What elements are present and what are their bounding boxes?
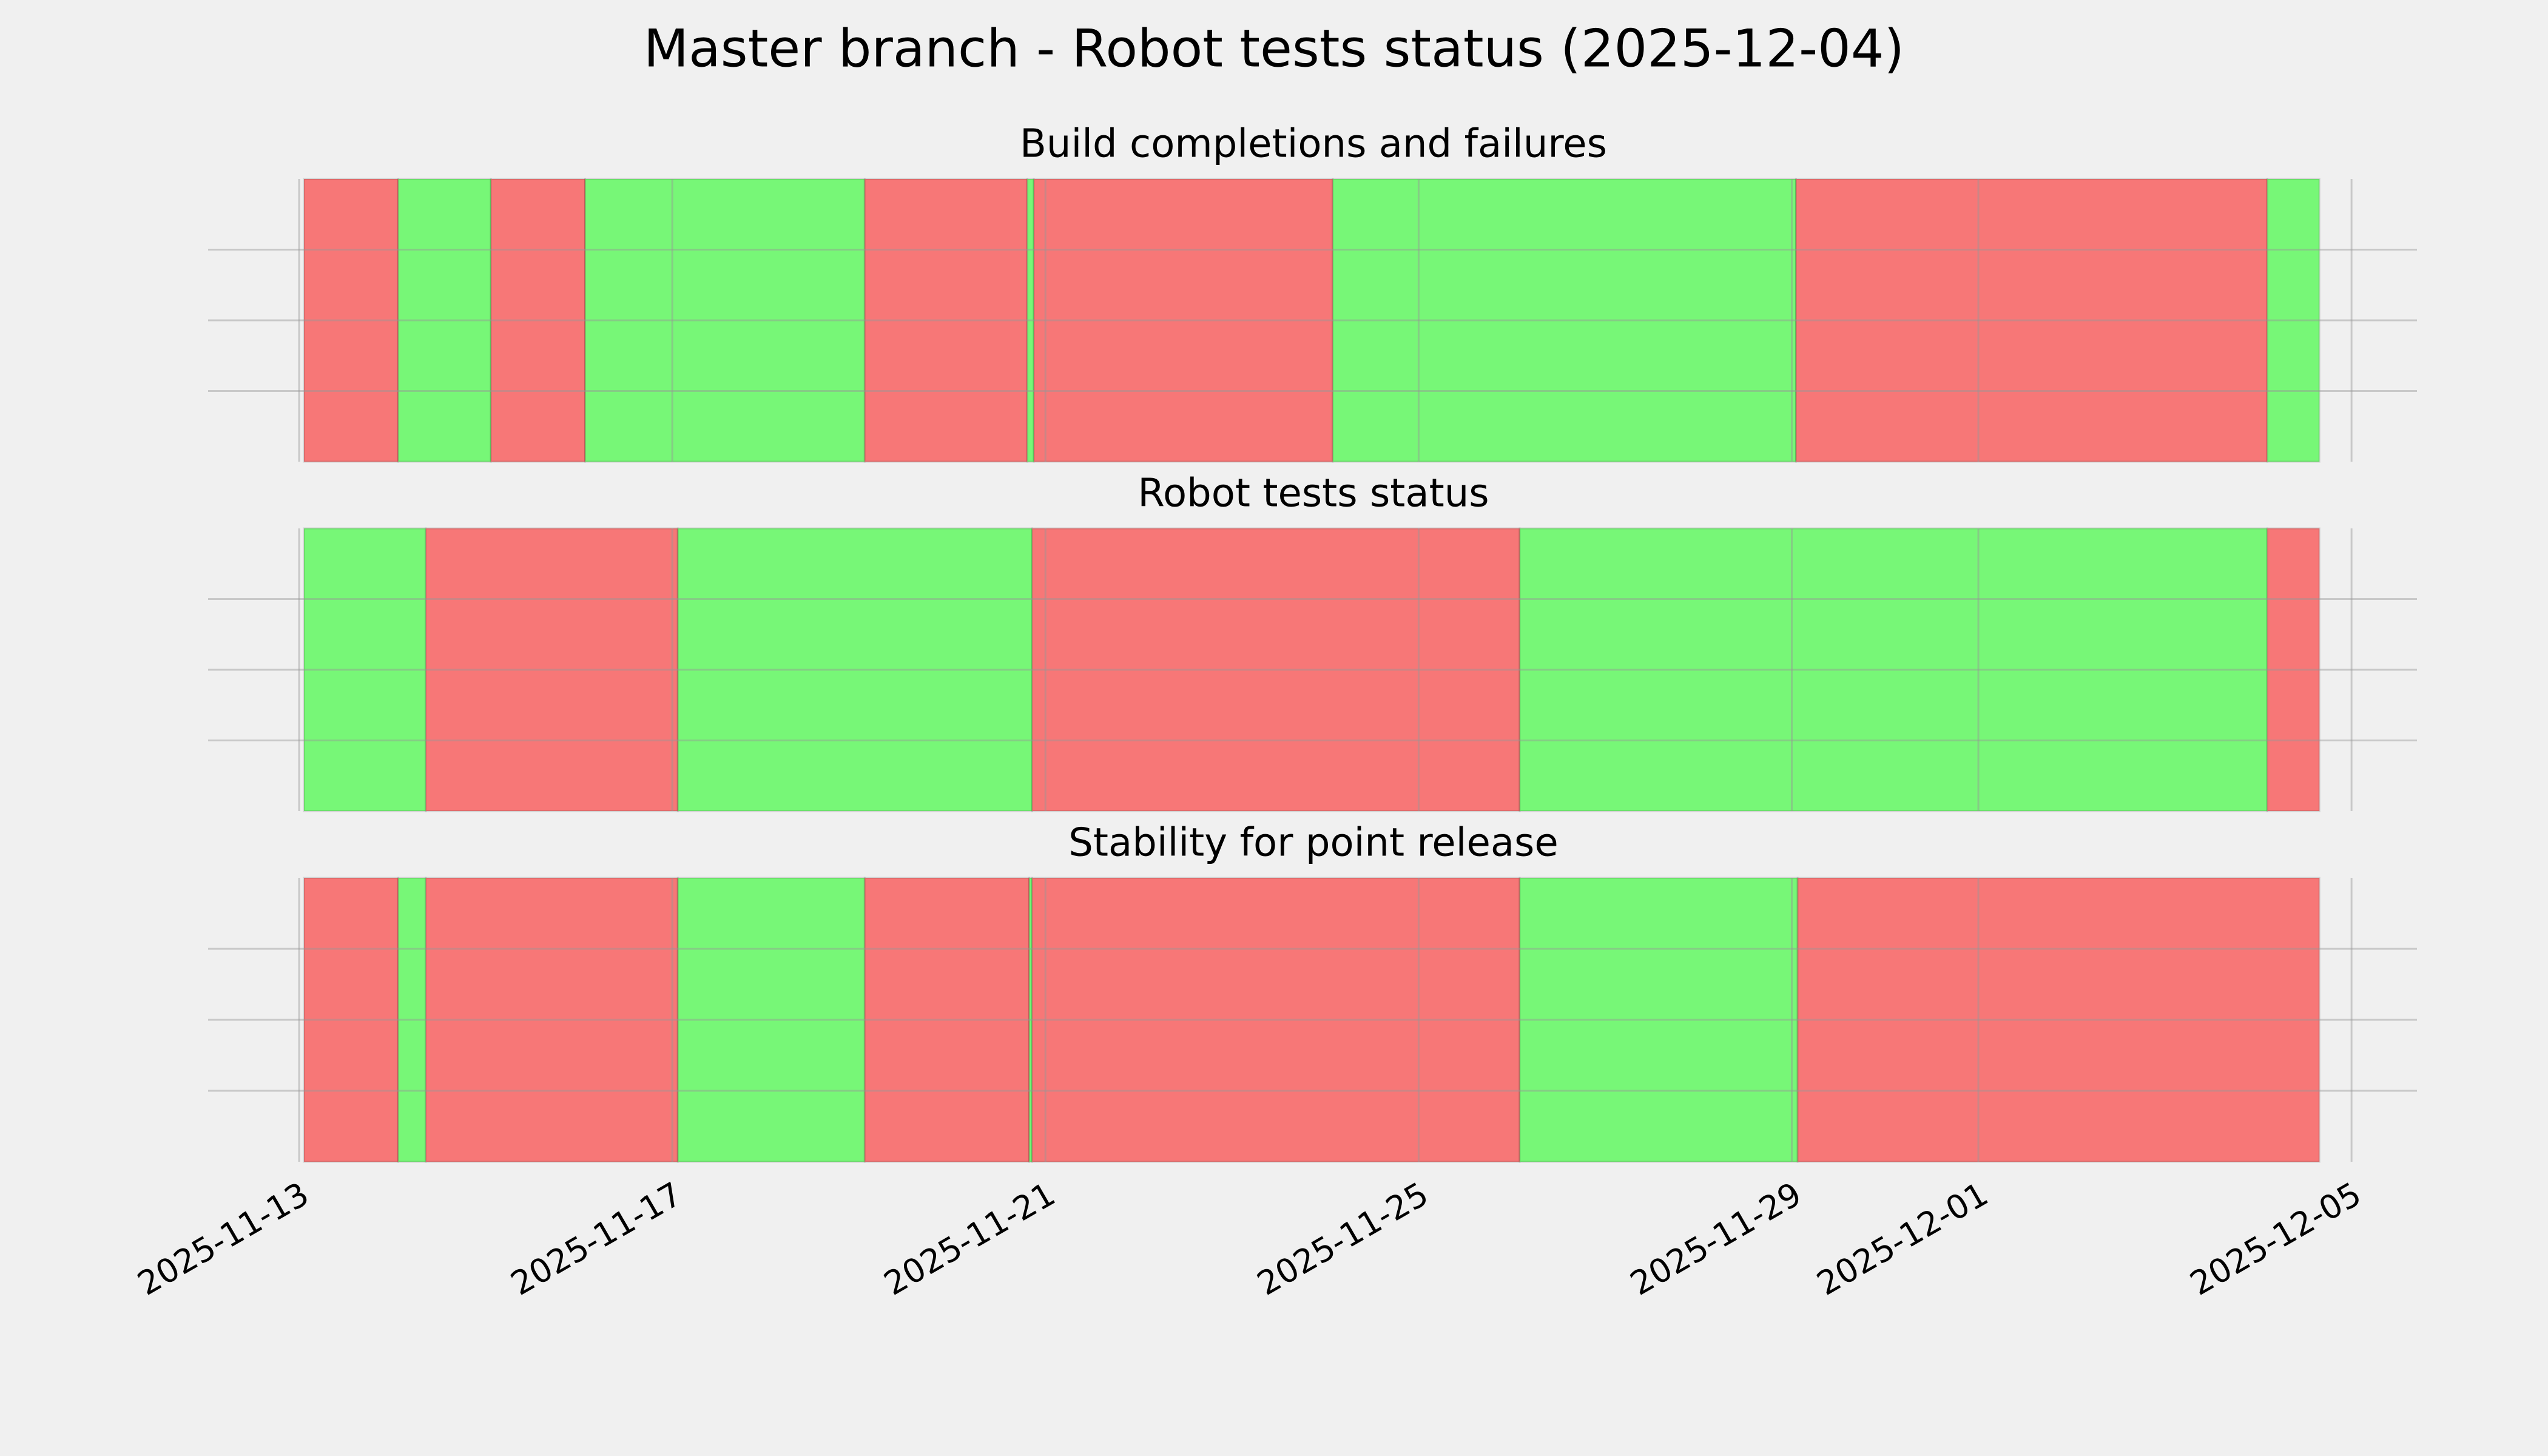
status-span [1795,178,2268,463]
panel-title: Robot tests status [1138,471,1489,516]
status-span [1031,877,1521,1163]
status-span [303,178,399,463]
status-span [863,178,1028,463]
chart-title: Master branch - Robot tests status (2025… [644,18,1904,79]
status-span [2266,527,2320,812]
status-span [1518,877,1799,1163]
status-span [584,178,866,463]
status-span [676,877,866,1163]
status-span [425,527,679,812]
status-span [676,527,1033,812]
status-span [397,178,492,463]
status-span [490,178,587,463]
status-span [303,527,427,812]
status-span [425,877,679,1163]
status-span [1033,178,1334,463]
status-span [2266,178,2320,463]
status-span [397,877,427,1163]
status-span [863,877,1031,1163]
status-span [303,877,399,1163]
panel-title: Build completions and failures [1020,122,1607,167]
status-span [1332,178,1797,463]
status-span [1796,877,2320,1163]
panel-title: Stability for point release [1068,821,1559,866]
